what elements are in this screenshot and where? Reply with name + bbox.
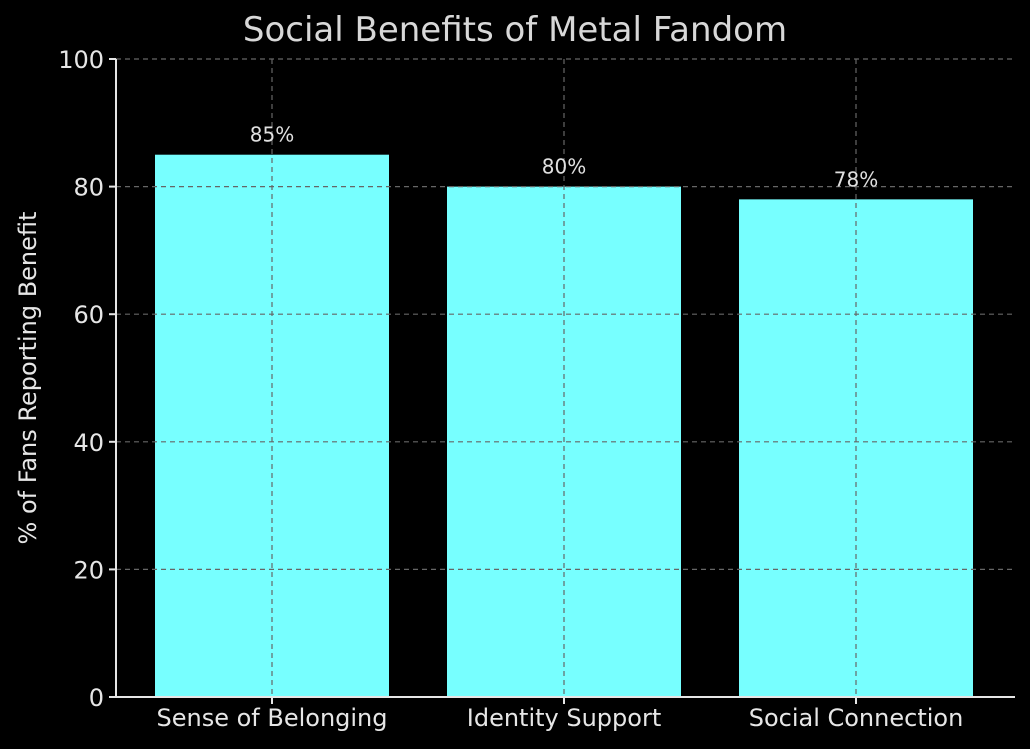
y-tick-label: 80 [73,174,104,202]
y-tick-label: 100 [58,46,104,74]
bar-value-label: 78% [834,167,878,191]
bar-value-label: 80% [542,155,586,179]
bar-value-label: 85% [250,123,294,147]
x-tick-label: Identity Support [467,704,661,732]
chart-title-text: Social Benefits of Metal Fandom [242,10,788,50]
y-tick-label: 60 [73,301,104,329]
x-tick-label: Social Connection [749,704,964,732]
chart-title: Social Benefits of Metal Fandom [0,10,1030,50]
y-tick-label: 40 [73,429,104,457]
y-tick-label: 0 [89,684,104,712]
y-tick-label: 20 [73,556,104,584]
x-tick-label: Sense of Belonging [156,704,387,732]
bar [155,154,389,697]
